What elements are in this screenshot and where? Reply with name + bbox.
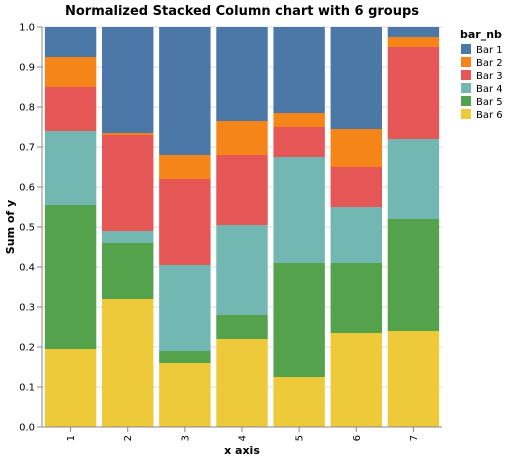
legend-label: Bar 2 xyxy=(476,58,503,69)
x-tick-label: 7 xyxy=(409,435,420,441)
legend-label: Bar 6 xyxy=(476,110,503,121)
bar-bar-1-cat-3 xyxy=(159,27,211,155)
y-tick-label: 1.0 xyxy=(19,23,35,34)
x-tick-label: 2 xyxy=(123,435,134,441)
y-tick-label: 0.0 xyxy=(19,423,35,434)
legend-label: Bar 4 xyxy=(476,84,503,95)
y-tick-label: 0.2 xyxy=(19,343,35,354)
legend-label: Bar 1 xyxy=(476,45,503,56)
x-tick-label: 3 xyxy=(180,435,191,441)
legend-swatch xyxy=(461,83,471,93)
y-tick-label: 0.7 xyxy=(19,143,35,154)
x-tick-label: 6 xyxy=(352,435,363,441)
bar-bar-3-cat-1 xyxy=(44,87,97,131)
bars xyxy=(44,27,440,427)
bar-bar-3-cat-6 xyxy=(330,167,382,207)
bar-bar-1-cat-7 xyxy=(387,27,440,37)
bar-bar-4-cat-6 xyxy=(330,207,382,263)
bar-bar-3-cat-3 xyxy=(159,179,211,265)
bar-bar-4-cat-3 xyxy=(159,265,211,351)
bar-bar-3-cat-5 xyxy=(273,127,325,157)
legend-swatch xyxy=(461,70,471,80)
bar-bar-6-cat-5 xyxy=(273,377,325,427)
y-tick-label: 0.8 xyxy=(19,103,35,114)
bar-bar-1-cat-4 xyxy=(216,27,268,121)
axes: 0.0 0.1 0.2 0.3 0.4 0.5 0.6 0.7 0.8 0.9 1.0 1 2 3 4 5 6 7 xyxy=(19,23,442,441)
legend-swatch xyxy=(461,57,471,67)
legend-label: Bar 5 xyxy=(476,97,503,108)
bar-bar-1-cat-2 xyxy=(102,27,154,133)
y-tick-label: 0.3 xyxy=(19,303,35,314)
bar-bar-4-cat-1 xyxy=(44,131,97,205)
bar-bar-6-cat-4 xyxy=(216,339,268,427)
legend-label: Bar 3 xyxy=(476,71,503,82)
legend-swatch xyxy=(461,109,471,119)
bar-bar-2-cat-5 xyxy=(273,113,325,127)
bar-bar-2-cat-3 xyxy=(159,155,211,179)
bar-bar-6-cat-7 xyxy=(387,331,440,427)
bar-bar-5-cat-2 xyxy=(102,243,154,299)
bar-bar-5-cat-5 xyxy=(273,263,325,377)
bar-bar-5-cat-1 xyxy=(44,205,97,349)
y-tick-label: 0.1 xyxy=(19,383,35,394)
bar-bar-6-cat-6 xyxy=(330,333,382,427)
bar-bar-5-cat-6 xyxy=(330,263,382,333)
x-tick-label: 5 xyxy=(295,435,306,441)
bar-bar-4-cat-5 xyxy=(273,157,325,263)
bar-bar-4-cat-4 xyxy=(216,225,268,315)
y-tick-label: 0.9 xyxy=(19,63,35,74)
bar-bar-5-cat-4 xyxy=(216,315,268,339)
chart-title: Normalized Stacked Column chart with 6 g… xyxy=(65,4,419,19)
y-tick-label: 0.6 xyxy=(19,183,35,194)
bar-bar-4-cat-7 xyxy=(387,139,440,219)
bar-bar-3-cat-7 xyxy=(387,47,440,139)
bar-bar-2-cat-7 xyxy=(387,37,440,47)
bar-bar-1-cat-6 xyxy=(330,27,382,129)
bar-bar-5-cat-3 xyxy=(159,351,211,363)
y-axis-title: Sum of y xyxy=(4,200,17,254)
bar-bar-6-cat-3 xyxy=(159,363,211,427)
legend-swatch xyxy=(461,96,471,106)
bar-bar-3-cat-4 xyxy=(216,155,268,225)
bar-bar-1-cat-5 xyxy=(273,27,325,113)
y-tick-label: 0.5 xyxy=(19,223,35,234)
bar-bar-2-cat-6 xyxy=(330,129,382,167)
bar-bar-6-cat-2 xyxy=(102,299,154,427)
bar-bar-2-cat-1 xyxy=(44,57,97,87)
bar-bar-2-cat-2 xyxy=(102,133,154,135)
bar-bar-3-cat-2 xyxy=(102,135,154,231)
x-axis-title: x axis xyxy=(224,444,260,457)
legend-swatch xyxy=(461,44,471,54)
bar-bar-4-cat-2 xyxy=(102,231,154,243)
bar-bar-1-cat-1 xyxy=(44,27,97,57)
bar-bar-6-cat-1 xyxy=(44,349,97,427)
bar-bar-5-cat-7 xyxy=(387,219,440,331)
x-tick-label: 1 xyxy=(66,435,77,441)
legend-title: bar_nb xyxy=(460,28,502,41)
y-tick-label: 0.4 xyxy=(19,263,35,274)
bar-bar-2-cat-4 xyxy=(216,121,268,155)
legend: bar_nb Bar 1 Bar 2 Bar 3 Bar 4 Bar 5 Bar 6 xyxy=(460,28,503,121)
x-tick-label: 4 xyxy=(238,435,249,441)
